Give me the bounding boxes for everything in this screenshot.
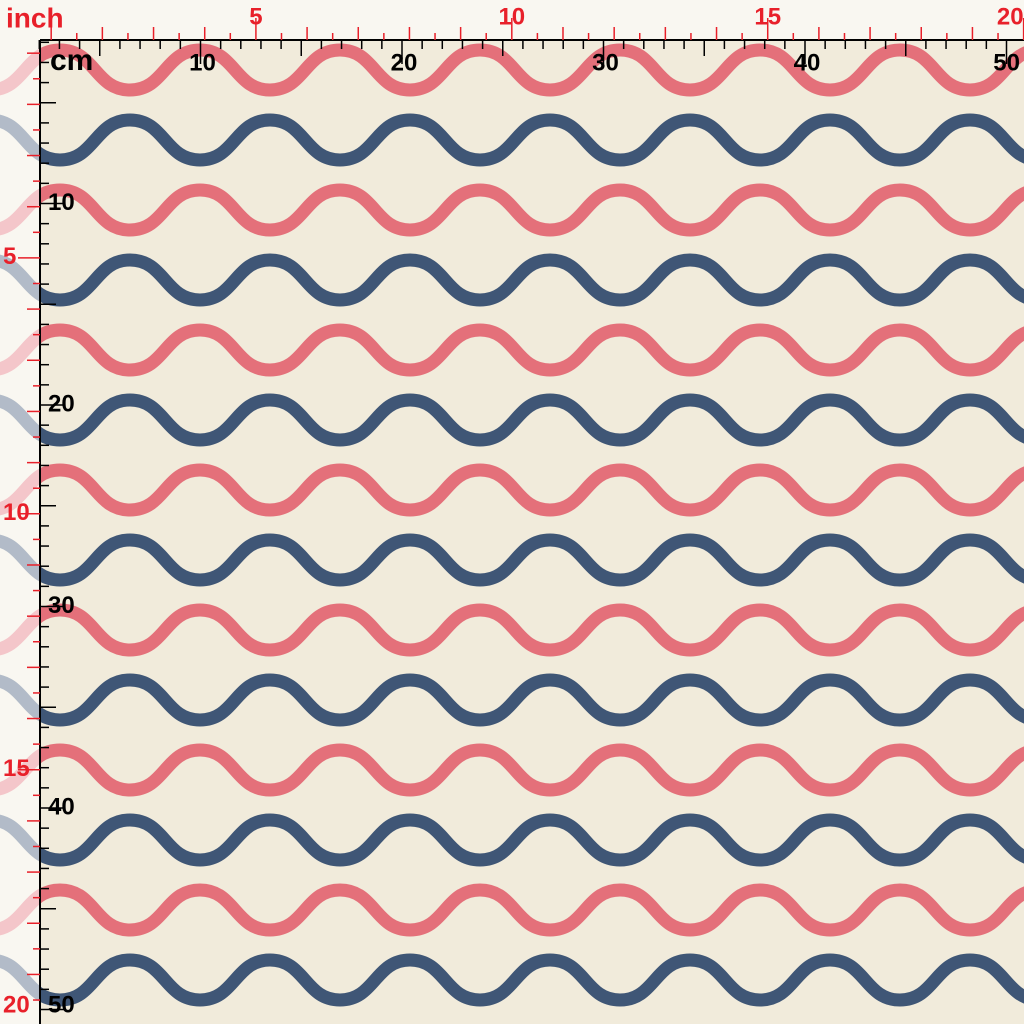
pink-wave: [0, 43, 1024, 97]
cm-unit-label: cm: [50, 44, 93, 77]
cm-label: 20: [48, 390, 75, 417]
wave-pattern: [0, 43, 1024, 1007]
ruler-ticks: [18, 18, 1024, 1011]
cm-label: 40: [794, 49, 821, 76]
inch-label: 10: [3, 499, 30, 526]
pink-wave: [0, 323, 1024, 377]
navy-wave: [0, 533, 1024, 587]
cm-label: 20: [391, 49, 418, 76]
cm-label: 40: [48, 793, 75, 820]
navy-wave: [0, 253, 1024, 307]
inch-label: 15: [3, 755, 30, 782]
pink-wave: [0, 183, 1024, 237]
navy-wave: [0, 953, 1024, 1007]
pink-wave: [0, 603, 1024, 657]
navy-wave: [0, 113, 1024, 167]
navy-wave: [0, 393, 1024, 447]
navy-wave: [0, 813, 1024, 867]
inch-label: 10: [498, 3, 525, 30]
cm-label: 50: [48, 991, 75, 1018]
cm-label: 30: [48, 592, 75, 619]
cm-label: 10: [189, 49, 216, 76]
inch-label: 20: [3, 991, 30, 1018]
inch-unit-label: inch: [6, 2, 64, 33]
inch-label: 5: [3, 243, 16, 270]
navy-wave: [0, 673, 1024, 727]
inch-label: 15: [754, 3, 781, 30]
inch-label: 20: [997, 3, 1024, 30]
ruler-overlay-left: [0, 40, 40, 1024]
pink-wave: [0, 743, 1024, 797]
pink-wave: [0, 883, 1024, 937]
cm-label: 10: [48, 189, 75, 216]
cm-label: 30: [592, 49, 619, 76]
pink-wave: [0, 463, 1024, 517]
inch-label: 5: [249, 3, 262, 30]
cm-label: 50: [993, 49, 1020, 76]
